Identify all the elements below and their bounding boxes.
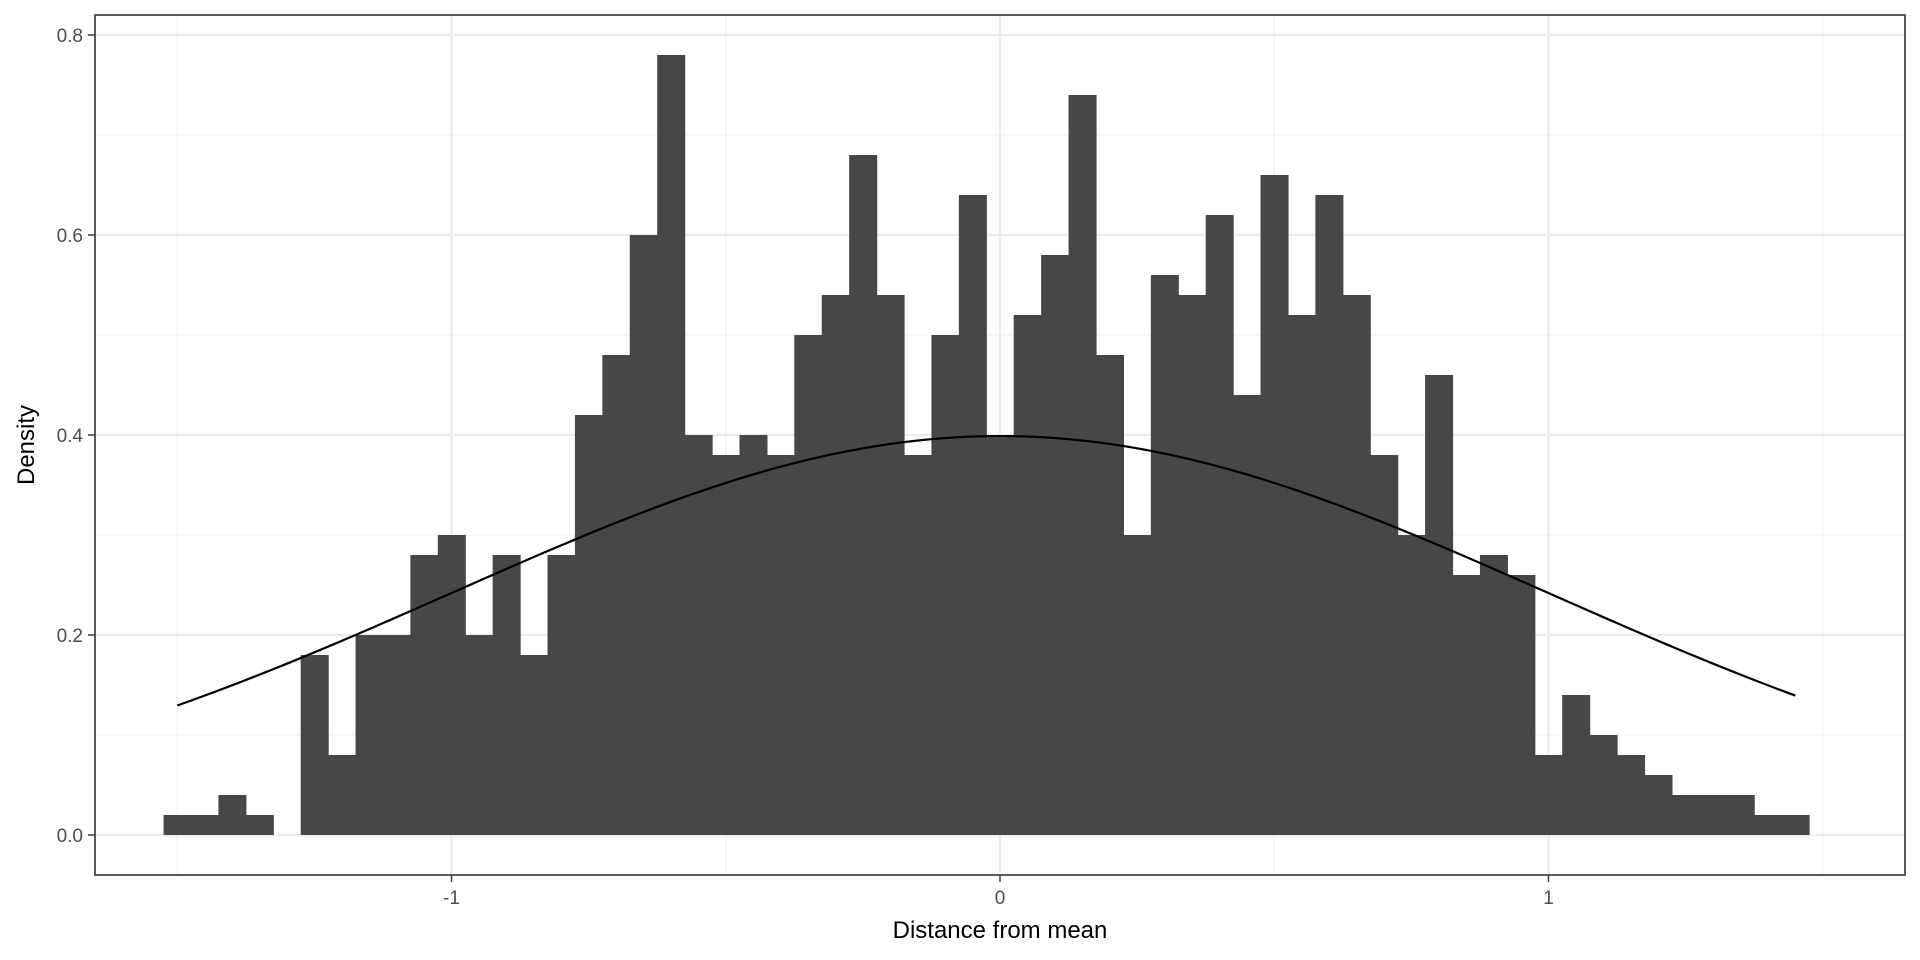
histogram-bar bbox=[1479, 555, 1508, 835]
histogram-bar bbox=[245, 815, 274, 835]
histogram-bar bbox=[986, 435, 1015, 835]
histogram-bar bbox=[1534, 755, 1563, 835]
histogram-bar bbox=[1397, 535, 1426, 835]
axis-layer: -1 0 1 0.0 0.2 0.4 0.6 0.8 bbox=[57, 26, 1554, 909]
histogram-bar bbox=[1781, 815, 1810, 835]
histogram-bar bbox=[1370, 455, 1399, 835]
x-axis-title: Distance from mean bbox=[893, 917, 1108, 944]
histogram-bar bbox=[794, 335, 823, 835]
normal-density-curve bbox=[176, 434, 1796, 707]
histogram-bar bbox=[574, 415, 603, 835]
histogram-bar bbox=[1671, 795, 1700, 835]
histogram-bar bbox=[1562, 695, 1591, 835]
y-axis-title: Density bbox=[13, 405, 40, 485]
histogram-bar bbox=[1425, 375, 1454, 835]
histogram-bar bbox=[1617, 755, 1646, 835]
x-tick-label: -1 bbox=[443, 888, 460, 909]
histogram-bar bbox=[465, 635, 494, 835]
histogram-bar bbox=[904, 455, 933, 835]
histogram-bar bbox=[849, 155, 878, 835]
histogram-bar bbox=[410, 555, 439, 835]
histogram-bar bbox=[1287, 315, 1316, 835]
histogram-bar bbox=[1233, 395, 1262, 835]
histogram-bar bbox=[1068, 95, 1097, 835]
histogram-bar bbox=[1644, 775, 1673, 835]
histogram-bar bbox=[163, 815, 192, 835]
histogram-bar bbox=[958, 195, 987, 835]
histogram-bar bbox=[355, 635, 384, 835]
histogram-bar bbox=[1342, 295, 1371, 835]
y-tick-label: 0.0 bbox=[57, 826, 83, 847]
y-tick-label: 0.8 bbox=[57, 26, 83, 47]
histogram-bar bbox=[1699, 795, 1728, 835]
histogram-bar bbox=[712, 455, 741, 835]
histogram-bar bbox=[629, 235, 658, 835]
histogram-bar bbox=[1726, 795, 1755, 835]
histogram-bar bbox=[739, 435, 768, 835]
histogram-bar bbox=[520, 655, 549, 835]
y-tick-label: 0.2 bbox=[57, 626, 83, 647]
histogram-bar bbox=[437, 535, 466, 835]
histogram-bar bbox=[300, 655, 329, 835]
histogram-bar bbox=[876, 295, 905, 835]
histogram-bar bbox=[1178, 295, 1207, 835]
y-tick-label: 0.4 bbox=[57, 426, 84, 447]
histogram-bar bbox=[602, 355, 631, 835]
histogram-bar bbox=[766, 455, 795, 835]
histogram-bar bbox=[547, 555, 576, 835]
histogram-bar bbox=[1754, 815, 1783, 835]
histogram-bar bbox=[657, 55, 686, 835]
histogram-bar bbox=[1589, 735, 1618, 835]
panel-border bbox=[94, 14, 1906, 876]
x-tick-label: 0 bbox=[995, 888, 1006, 909]
histogram-bar bbox=[1260, 175, 1289, 835]
y-tick-label: 0.6 bbox=[57, 226, 83, 247]
histogram-bar bbox=[1095, 355, 1125, 835]
histogram-bar bbox=[492, 555, 521, 835]
histogram-bar bbox=[382, 635, 411, 835]
histogram-bar bbox=[218, 795, 247, 835]
histogram-bar bbox=[931, 335, 960, 835]
histogram-bar bbox=[190, 815, 220, 835]
histogram-bar bbox=[1123, 535, 1152, 835]
histogram-bar bbox=[1150, 275, 1179, 835]
histogram-bar bbox=[1013, 315, 1042, 835]
bars-layer bbox=[163, 55, 1810, 835]
histogram-bar bbox=[1205, 215, 1234, 835]
histogram-bar bbox=[1507, 575, 1536, 835]
x-tick-label: 1 bbox=[1543, 888, 1554, 909]
histogram-bar bbox=[1315, 195, 1344, 835]
curve-layer bbox=[176, 434, 1796, 707]
histogram-bar bbox=[1041, 255, 1070, 835]
histogram-bar bbox=[1452, 575, 1481, 835]
histogram-bar bbox=[821, 295, 850, 835]
histogram-bar bbox=[328, 755, 357, 835]
histogram-bar bbox=[684, 435, 713, 835]
